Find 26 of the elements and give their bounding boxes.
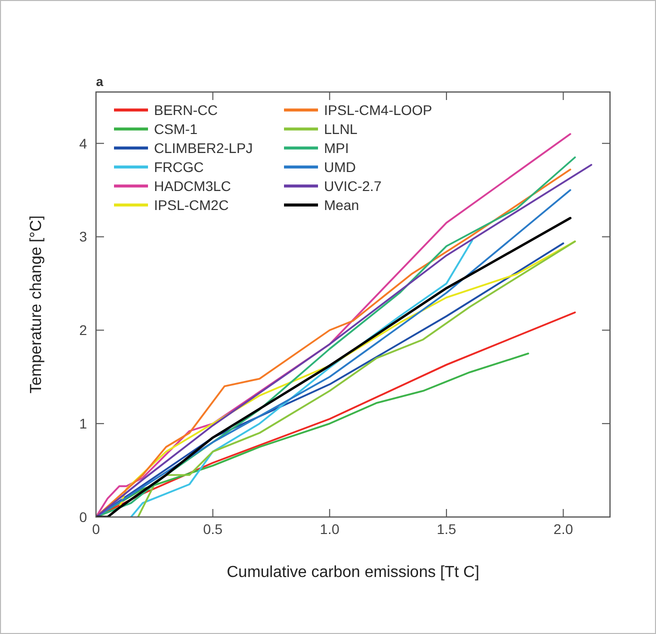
- y-tick-label: 0: [79, 508, 88, 525]
- legend-label: IPSL-CM4-LOOP: [324, 102, 432, 118]
- legend-label: UMD: [324, 158, 356, 175]
- legend-label: IPSL-CM2C: [154, 196, 229, 213]
- legend-label: UVIC-2.7: [324, 178, 382, 194]
- legend-label: BERN-CC: [154, 102, 218, 118]
- legend-label: MPI: [324, 140, 349, 156]
- y-tick-label: 4: [79, 135, 88, 152]
- x-tick-label: 1.0: [320, 521, 340, 537]
- legend-label: CSM-1: [154, 120, 198, 137]
- x-tick-label: 0.5: [203, 521, 223, 537]
- x-tick-label: 0: [92, 521, 100, 537]
- y-tick-label: 1: [79, 415, 88, 432]
- y-tick-label: 3: [79, 228, 88, 245]
- y-tick-label: 2: [79, 322, 88, 338]
- legend-label: CLIMBER2-LPJ: [154, 140, 253, 156]
- line-series: [130, 240, 474, 517]
- x-axis-title: Cumulative carbon emissions [Tt C]: [226, 564, 480, 581]
- text: a: [96, 74, 104, 89]
- x-tick-label: 2.0: [554, 521, 574, 537]
- y-axis-title: Temperature change [°C]: [28, 215, 45, 394]
- x-tick-label: 1.5: [436, 521, 456, 537]
- legend-label: FRCGC: [154, 158, 204, 175]
- legend-label: HADCM3LC: [154, 178, 232, 194]
- legend-label: LLNL: [324, 120, 358, 137]
- legend-label: Mean: [324, 196, 360, 213]
